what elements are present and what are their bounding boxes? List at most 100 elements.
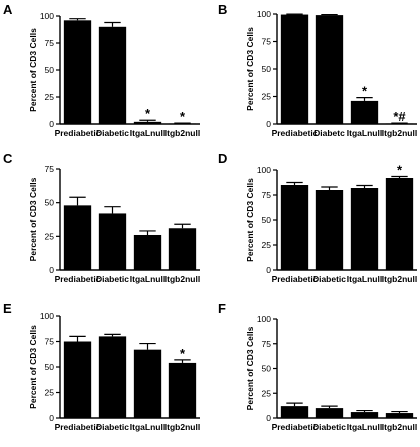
x-category-label: Diabetic [96, 422, 129, 432]
bar [133, 121, 162, 124]
y-tick-label: 75 [45, 164, 55, 174]
y-axis-title: Percent of CD3 Cells [28, 325, 38, 409]
y-tick-label: 50 [262, 64, 272, 74]
bar [98, 336, 127, 418]
x-category-label: Diabetc [314, 128, 345, 138]
y-tick-label: 100 [40, 311, 54, 321]
y-axis-title: Percent of CD3 Cells [28, 177, 38, 261]
x-category-label: Diabetic [96, 274, 129, 284]
bar [350, 188, 379, 270]
x-category-label: Diabetic [313, 274, 346, 284]
bar [168, 362, 197, 418]
y-tick-label: 25 [262, 388, 272, 398]
y-tick-label: 25 [45, 231, 55, 241]
x-category-label: ItgaLnull [130, 422, 165, 432]
x-category-label: Itgb2null [382, 128, 417, 138]
bar [63, 341, 92, 418]
significance-marker: *# [393, 109, 406, 124]
y-tick-label: 50 [45, 362, 55, 372]
y-tick-label: 75 [45, 38, 55, 48]
significance-marker: * [180, 109, 186, 124]
x-category-label: Prediabetic [55, 274, 101, 284]
y-tick-label: 100 [257, 9, 271, 19]
y-tick-label: 75 [262, 339, 272, 349]
x-category-label: Diabetic [96, 128, 129, 138]
significance-marker: * [145, 106, 151, 121]
panel-letter: F [218, 301, 226, 316]
panel-c: C 0 25 50 75 Percent of CD3 Cells PrediabeticD… [3, 151, 200, 284]
panel-letter: C [3, 151, 13, 166]
x-category-label: ItgaLnull [130, 274, 165, 284]
bar [168, 123, 197, 125]
panel-letter: B [218, 2, 227, 17]
bar [385, 178, 414, 270]
y-axis-title: Percent of CD3 Cells [245, 326, 255, 410]
x-category-label: Diabetic [313, 422, 346, 432]
bar [63, 205, 92, 270]
y-tick-label: 0 [266, 413, 271, 423]
bar [98, 26, 127, 124]
significance-marker: * [362, 84, 368, 99]
bar [350, 412, 379, 418]
y-tick-label: 50 [45, 198, 55, 208]
y-tick-label: 50 [45, 65, 55, 75]
x-category-label: Itgb2null [165, 274, 200, 284]
y-tick-label: 25 [262, 92, 272, 102]
bar [98, 213, 127, 270]
y-tick-label: 75 [262, 37, 272, 47]
x-category-label: Itgb2null [382, 274, 417, 284]
y-tick-label: 100 [40, 11, 54, 21]
panel-letter: D [218, 151, 227, 166]
panel-letter: A [3, 2, 13, 17]
bar [385, 123, 414, 125]
x-category-label: Prediabetic [272, 128, 318, 138]
y-axis-title: Percent of CD3 Cells [245, 27, 255, 111]
x-category-label: Itgb2null [165, 422, 200, 432]
x-category-label: Prediabetic [55, 422, 101, 432]
y-tick-label: 75 [45, 337, 55, 347]
y-tick-label: 25 [262, 240, 272, 250]
y-tick-label: 0 [49, 265, 54, 275]
bar [133, 349, 162, 418]
y-tick-label: 100 [257, 314, 271, 324]
panel-letter: E [3, 301, 12, 316]
bar [280, 406, 309, 418]
y-tick-label: 0 [49, 413, 54, 423]
y-tick-label: 50 [262, 364, 272, 374]
bar [63, 20, 92, 124]
bar [350, 100, 379, 124]
y-axis-title: Percent of CD3 Cells [28, 28, 38, 112]
y-tick-label: 75 [262, 190, 272, 200]
x-category-label: ItgaLnull [347, 128, 382, 138]
x-category-label: Itgb2null [165, 128, 200, 138]
bar [385, 413, 414, 418]
bar [315, 190, 344, 270]
bar [280, 14, 309, 124]
bar [315, 15, 344, 125]
y-tick-label: 25 [45, 92, 55, 102]
bar [168, 228, 197, 270]
x-category-label: ItgaLnull [130, 128, 165, 138]
x-category-label: ItgaLnull [347, 422, 382, 432]
y-tick-label: 0 [49, 119, 54, 129]
significance-marker: * [180, 346, 186, 361]
significance-marker: * [397, 163, 403, 178]
x-category-label: Prediabetic [272, 274, 318, 284]
y-tick-label: 50 [262, 215, 272, 225]
y-axis-title: Percent of CD3 Cells [245, 178, 255, 262]
bar [280, 185, 309, 270]
y-tick-label: 100 [257, 165, 271, 175]
y-tick-label: 25 [45, 388, 55, 398]
y-tick-label: 0 [266, 119, 271, 129]
x-category-label: Prediabetic [55, 128, 101, 138]
x-category-label: Itgb2null [382, 422, 417, 432]
bar [315, 408, 344, 418]
y-tick-label: 0 [266, 265, 271, 275]
x-category-label: ItgaLnull [347, 274, 382, 284]
x-category-label: Prediabetic [272, 422, 318, 432]
